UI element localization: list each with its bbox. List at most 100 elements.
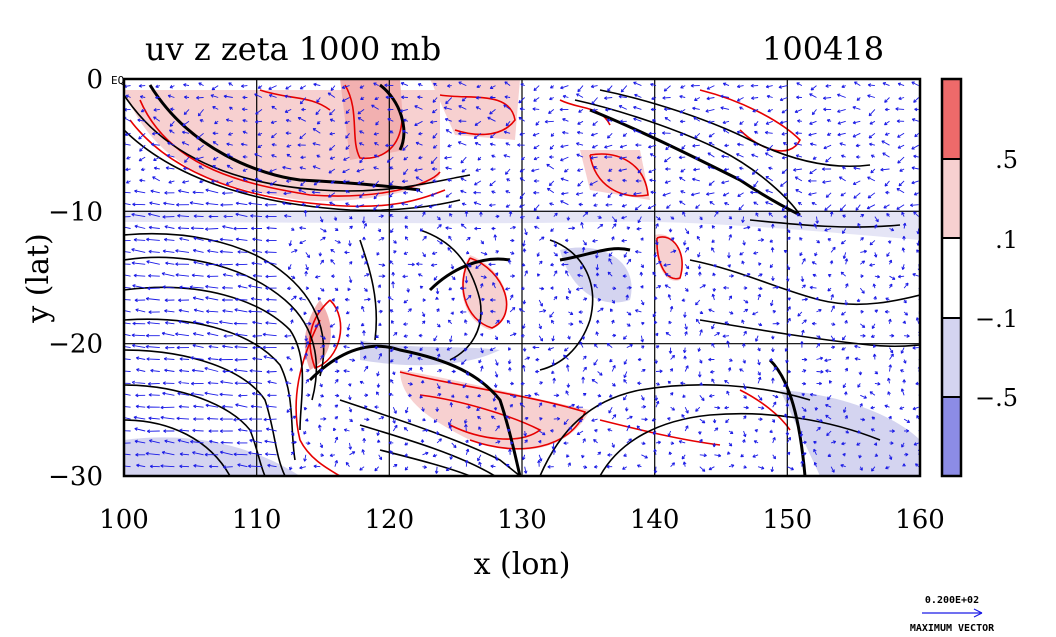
wind-vector (593, 283, 598, 289)
wind-vector (135, 393, 146, 398)
wind-vector (769, 239, 773, 243)
wind-vector (466, 263, 472, 268)
wind-vector (655, 440, 661, 445)
wind-vector (523, 430, 527, 437)
wind-vector (605, 203, 613, 207)
wind-vector (124, 333, 131, 337)
wind-vector (345, 202, 350, 206)
wind-vector (234, 345, 248, 349)
wind-vector (622, 274, 627, 278)
wind-vector (461, 202, 467, 206)
wind-vector (900, 369, 905, 373)
wind-vector (318, 252, 323, 257)
wind-vector (449, 213, 453, 217)
wind-vector (518, 97, 526, 104)
wind-vector (357, 180, 365, 185)
wind-vector (839, 142, 846, 146)
positive-vorticity-region (461, 255, 508, 330)
wind-vector (664, 116, 671, 122)
wind-vector (460, 359, 467, 365)
wind-vector (539, 417, 543, 421)
wind-vector (436, 353, 441, 360)
wind-vector (474, 141, 482, 146)
wind-vector (785, 430, 790, 436)
wind-vector (132, 321, 146, 326)
wind-vector (376, 371, 380, 377)
wind-vector (373, 82, 379, 87)
wind-vector (670, 237, 675, 241)
wind-vector (591, 97, 598, 105)
wind-vector (549, 96, 554, 101)
wind-vector (124, 263, 131, 265)
corner-label: EQ (111, 74, 124, 87)
wind-vector (265, 404, 277, 409)
wind-vector (282, 201, 292, 206)
wind-vector (737, 192, 744, 197)
wind-vector (568, 322, 574, 326)
wind-vector (536, 273, 541, 277)
wind-vector (609, 308, 614, 313)
wind-vector (164, 309, 175, 313)
wind-vector (757, 293, 762, 301)
wind-vector (853, 192, 861, 199)
wind-vector (448, 424, 453, 432)
wind-vector (739, 166, 744, 171)
wind-vector (582, 465, 588, 469)
wind-vector (565, 390, 569, 396)
wind-vector (290, 451, 295, 456)
wind-vector (268, 85, 277, 90)
wind-vector (301, 202, 306, 207)
wind-vector (311, 190, 321, 195)
wind-vector (364, 417, 370, 422)
wind-vector (708, 132, 715, 138)
height-contour-line (124, 256, 318, 401)
wind-vector (136, 368, 146, 372)
wind-vector (432, 144, 438, 149)
wind-vector (445, 166, 452, 170)
wind-vector (743, 330, 747, 336)
wind-vector (145, 296, 160, 301)
wind-vector (435, 347, 440, 352)
wind-vector (691, 177, 700, 182)
wind-vector (494, 272, 499, 277)
wind-vector (327, 92, 336, 98)
wind-vector (403, 426, 409, 432)
wind-vector (448, 287, 452, 291)
wind-vector (641, 321, 645, 326)
wind-vector (190, 356, 204, 360)
wind-vector (505, 204, 511, 208)
wind-vector (592, 239, 598, 243)
wind-vector (449, 335, 453, 343)
wind-vector (192, 451, 204, 456)
wind-vector (595, 331, 599, 336)
wind-vector (914, 107, 919, 112)
wind-vector (621, 215, 627, 220)
wind-vector (654, 359, 658, 364)
wind-vector (363, 261, 368, 265)
wind-vector (319, 442, 324, 449)
wind-vector (124, 442, 131, 444)
wind-vector (160, 405, 175, 410)
wind-vector (582, 392, 587, 397)
wind-vector (162, 285, 175, 289)
wind-vector (378, 263, 386, 267)
wind-vector (655, 240, 659, 246)
vorticity-contour-line (599, 419, 721, 446)
wind-vector (857, 383, 861, 388)
wind-vector (520, 156, 525, 161)
wind-vector (124, 201, 131, 206)
wind-vector (520, 381, 525, 386)
wind-vector (176, 203, 190, 207)
wind-vector (305, 393, 311, 397)
wind-vector (416, 262, 423, 266)
x-tick-label: 130 (497, 505, 547, 535)
wind-vector (772, 454, 777, 460)
wind-vector (390, 228, 394, 234)
wind-vector (348, 395, 352, 401)
wind-vector (522, 299, 527, 305)
wind-vector (751, 96, 759, 100)
wind-vector (827, 274, 832, 278)
wind-vector (518, 308, 525, 313)
wind-vector (553, 212, 558, 217)
wind-vector (510, 441, 514, 445)
